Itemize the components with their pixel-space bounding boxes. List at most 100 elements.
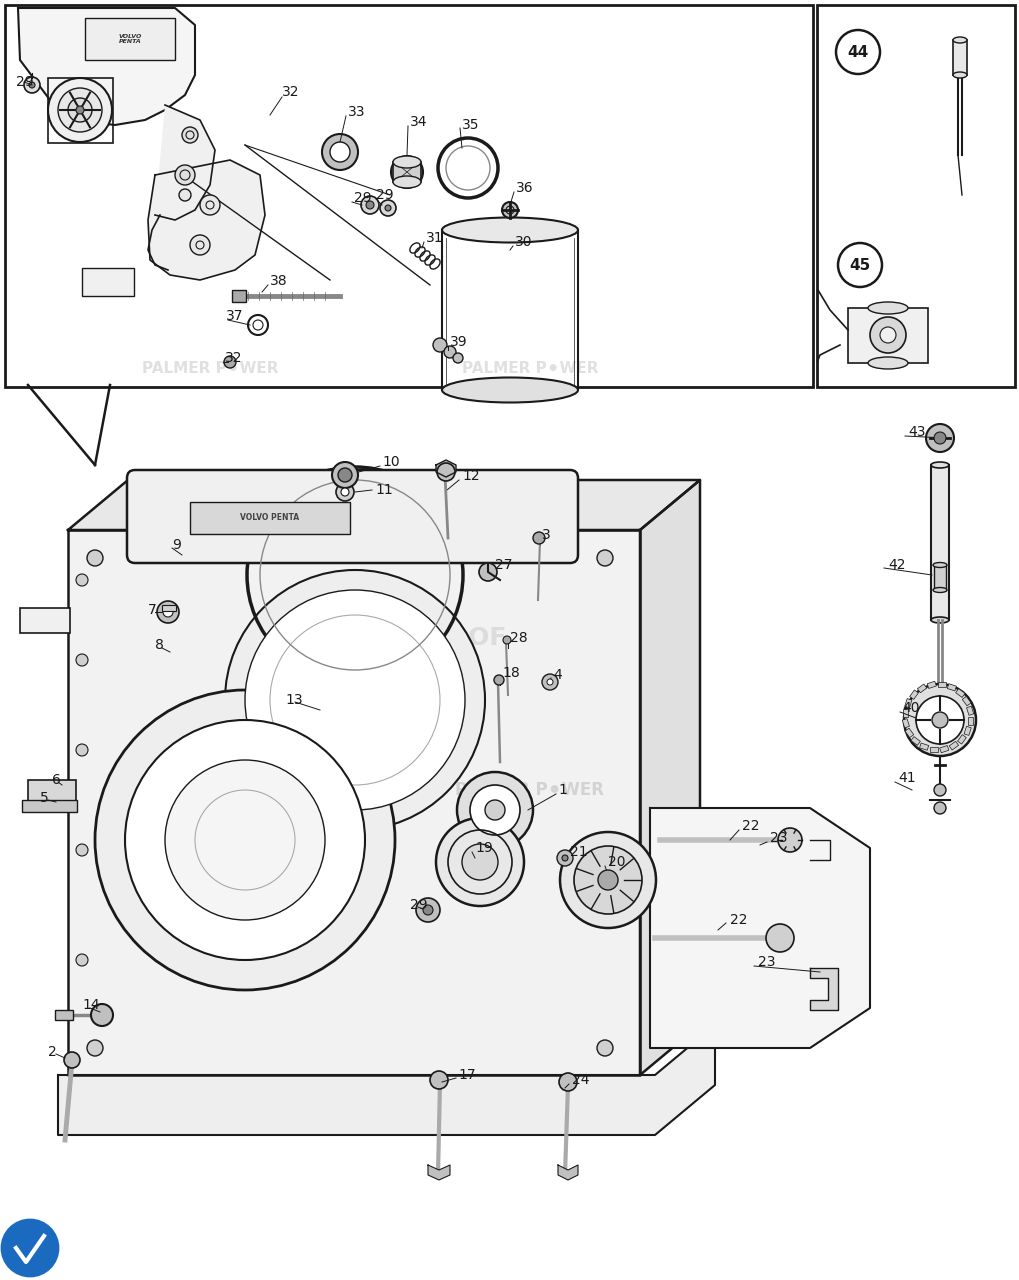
Circle shape — [546, 678, 552, 685]
Circle shape — [87, 1039, 103, 1056]
Circle shape — [903, 684, 975, 756]
Circle shape — [125, 719, 365, 960]
Bar — [919, 744, 928, 750]
Bar — [910, 736, 919, 745]
Circle shape — [245, 590, 465, 810]
Text: 5: 5 — [40, 791, 49, 805]
Circle shape — [24, 77, 40, 93]
Circle shape — [380, 200, 395, 216]
Text: 41: 41 — [897, 771, 915, 785]
Text: 14: 14 — [82, 998, 100, 1012]
Bar — [22, 800, 76, 812]
Text: 17: 17 — [458, 1068, 475, 1082]
Text: 38: 38 — [270, 274, 287, 288]
Ellipse shape — [930, 462, 948, 468]
Text: 23: 23 — [769, 831, 787, 845]
Circle shape — [443, 346, 455, 358]
Text: 22: 22 — [730, 913, 747, 927]
Text: 29: 29 — [410, 899, 427, 911]
Circle shape — [361, 196, 379, 214]
Bar — [231, 291, 246, 302]
Circle shape — [157, 602, 178, 623]
Bar — [957, 735, 965, 744]
Text: 19: 19 — [475, 841, 492, 855]
Circle shape — [925, 424, 953, 452]
Text: 27: 27 — [494, 558, 512, 572]
Circle shape — [165, 760, 325, 920]
Circle shape — [2, 1220, 58, 1276]
Bar — [85, 18, 175, 60]
Circle shape — [163, 607, 173, 617]
Text: 44: 44 — [847, 45, 868, 59]
Bar — [929, 748, 937, 751]
Text: 37: 37 — [226, 308, 244, 323]
Circle shape — [330, 142, 350, 163]
Circle shape — [493, 675, 503, 685]
Text: 21: 21 — [570, 845, 587, 859]
Bar — [938, 745, 948, 753]
Circle shape — [765, 924, 793, 952]
Bar — [28, 780, 76, 803]
Bar — [20, 608, 70, 634]
Bar — [82, 268, 133, 296]
Circle shape — [430, 1071, 447, 1089]
Bar — [963, 726, 970, 736]
Polygon shape — [68, 530, 639, 1075]
Text: VOLVO PENTA: VOLVO PENTA — [240, 513, 300, 522]
Bar — [947, 684, 956, 691]
Circle shape — [501, 202, 518, 218]
Circle shape — [436, 463, 454, 481]
Bar — [904, 728, 913, 737]
Circle shape — [462, 844, 497, 879]
Ellipse shape — [952, 72, 966, 78]
Text: 34: 34 — [410, 115, 427, 129]
Circle shape — [91, 1004, 113, 1027]
Text: 45: 45 — [849, 257, 870, 273]
Polygon shape — [18, 8, 195, 125]
Circle shape — [178, 189, 191, 201]
Text: 11: 11 — [375, 483, 392, 497]
Ellipse shape — [952, 37, 966, 44]
Circle shape — [225, 570, 484, 829]
Polygon shape — [68, 480, 699, 530]
Ellipse shape — [867, 357, 907, 369]
Circle shape — [915, 696, 963, 744]
Circle shape — [190, 236, 210, 255]
Text: 28: 28 — [510, 631, 527, 645]
Circle shape — [340, 488, 348, 495]
Circle shape — [869, 317, 905, 353]
Bar — [933, 564, 945, 590]
Circle shape — [76, 954, 88, 966]
Bar — [816, 5, 1014, 387]
Text: 3: 3 — [541, 527, 550, 541]
Circle shape — [423, 905, 433, 915]
Circle shape — [931, 712, 947, 728]
Circle shape — [574, 846, 641, 914]
Text: 6: 6 — [52, 773, 61, 787]
Circle shape — [390, 156, 423, 188]
Bar — [937, 682, 945, 687]
Ellipse shape — [932, 588, 946, 593]
Text: PALMER P⚫WER: PALMER P⚫WER — [455, 781, 604, 799]
Circle shape — [337, 468, 352, 483]
Ellipse shape — [441, 218, 578, 242]
Circle shape — [29, 82, 35, 88]
Circle shape — [76, 654, 88, 666]
Bar — [162, 605, 176, 611]
Circle shape — [68, 99, 92, 122]
Circle shape — [777, 828, 801, 852]
Circle shape — [457, 772, 533, 847]
Circle shape — [558, 1073, 577, 1091]
Bar — [190, 502, 350, 534]
Bar — [952, 40, 966, 76]
Polygon shape — [557, 1165, 578, 1180]
Circle shape — [48, 78, 112, 142]
Circle shape — [384, 205, 390, 211]
Circle shape — [366, 201, 374, 209]
Text: 4: 4 — [552, 668, 561, 682]
Circle shape — [879, 326, 895, 343]
Circle shape — [224, 356, 235, 369]
Text: 35: 35 — [462, 118, 479, 132]
Circle shape — [452, 353, 463, 364]
Polygon shape — [435, 460, 455, 477]
